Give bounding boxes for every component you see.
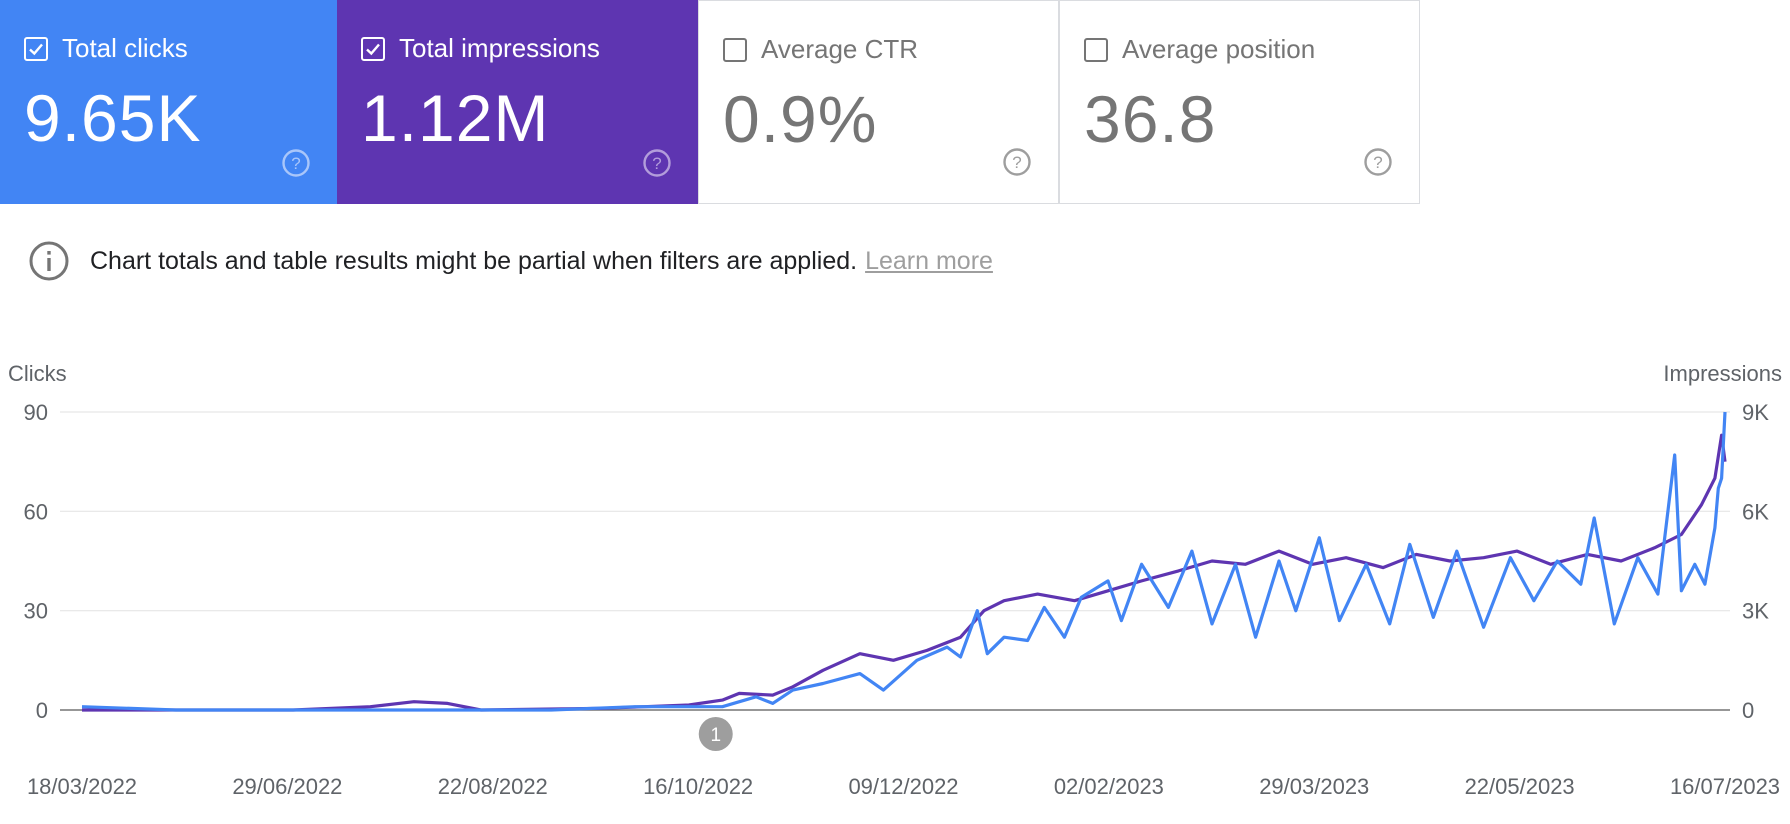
y-tick-label-right: 6K xyxy=(1742,499,1769,524)
x-tick-label: 16/10/2022 xyxy=(643,774,753,799)
metric-label: Total clicks xyxy=(62,33,188,63)
metric-value: 0.9% xyxy=(723,82,878,156)
help-icon[interactable]: ? xyxy=(642,148,672,178)
metric-label: Average position xyxy=(1122,34,1316,64)
x-tick-label: 18/03/2022 xyxy=(27,774,137,799)
checkbox-unchecked-icon[interactable] xyxy=(1084,37,1108,62)
right-axis-title: Impressions xyxy=(1663,361,1782,386)
metric-card-average-ctr[interactable]: Average CTR 0.9% ? xyxy=(698,0,1059,204)
left-axis-title: Clicks xyxy=(8,361,67,386)
y-tick-label-right: 3K xyxy=(1742,599,1769,624)
svg-text:?: ? xyxy=(1012,153,1021,172)
x-tick-label: 09/12/2022 xyxy=(848,774,958,799)
learn-more-link[interactable]: Learn more xyxy=(865,246,993,275)
x-tick-label: 22/08/2022 xyxy=(438,774,548,799)
metric-card-header: Average position xyxy=(1084,34,1315,65)
x-tick-label: 29/06/2022 xyxy=(232,774,342,799)
series-line-total-clicks xyxy=(81,411,1727,712)
performance-chart: Clicks Impressions 90 60 30 0 9K 6K 3K 0 18/03/202… xyxy=(8,361,1782,799)
metric-label: Average CTR xyxy=(761,34,919,64)
metric-cards: Total clicks 9.65K ? Total impressions 1… xyxy=(0,0,1420,204)
checkbox-unchecked-icon[interactable] xyxy=(723,37,747,62)
svg-text:?: ? xyxy=(652,154,661,173)
info-icon xyxy=(29,241,69,281)
y-tick-label-left: 90 xyxy=(24,400,48,425)
metric-value: 36.8 xyxy=(1084,82,1217,156)
help-icon[interactable]: ? xyxy=(281,148,311,178)
help-icon[interactable]: ? xyxy=(1002,147,1032,177)
checkbox-checked-icon[interactable] xyxy=(24,36,48,61)
series-line-total-impressions xyxy=(82,433,1727,712)
metric-card-header: Average CTR xyxy=(723,34,918,65)
annotation-label: 1 xyxy=(710,725,721,746)
svg-text:?: ? xyxy=(291,154,300,173)
help-icon[interactable]: ? xyxy=(1363,147,1393,177)
annotation-marker xyxy=(698,717,733,751)
metric-card-header: Total impressions xyxy=(361,33,600,64)
y-tick-label-right: 9K xyxy=(1742,400,1769,425)
y-tick-label-left: 0 xyxy=(36,698,48,723)
notice-text: Chart totals and table results might be … xyxy=(90,246,858,275)
metric-label: Total impressions xyxy=(399,33,600,63)
metric-card-total-impressions[interactable]: Total impressions 1.12M ? xyxy=(337,0,698,204)
y-tick-label-right: 0 xyxy=(1742,698,1754,723)
x-tick-label: 16/07/2023 xyxy=(1670,774,1780,799)
metric-card-average-position[interactable]: Average position 36.8 ? xyxy=(1059,0,1420,204)
metric-card-header: Total clicks xyxy=(24,33,188,64)
partial-results-notice: Chart totals and table results might be … xyxy=(28,240,993,282)
metric-value: 9.65K xyxy=(24,81,202,155)
checkbox-checked-icon[interactable] xyxy=(361,36,385,61)
x-tick-label: 02/02/2023 xyxy=(1054,774,1164,799)
y-tick-label-left: 30 xyxy=(24,599,48,624)
x-tick-label: 29/03/2023 xyxy=(1259,774,1369,799)
metric-card-total-clicks[interactable]: Total clicks 9.65K ? xyxy=(0,0,337,204)
svg-text:?: ? xyxy=(1373,153,1382,172)
y-tick-label-left: 60 xyxy=(24,499,48,524)
x-tick-label: 22/05/2023 xyxy=(1465,774,1575,799)
metric-value: 1.12M xyxy=(361,81,550,155)
